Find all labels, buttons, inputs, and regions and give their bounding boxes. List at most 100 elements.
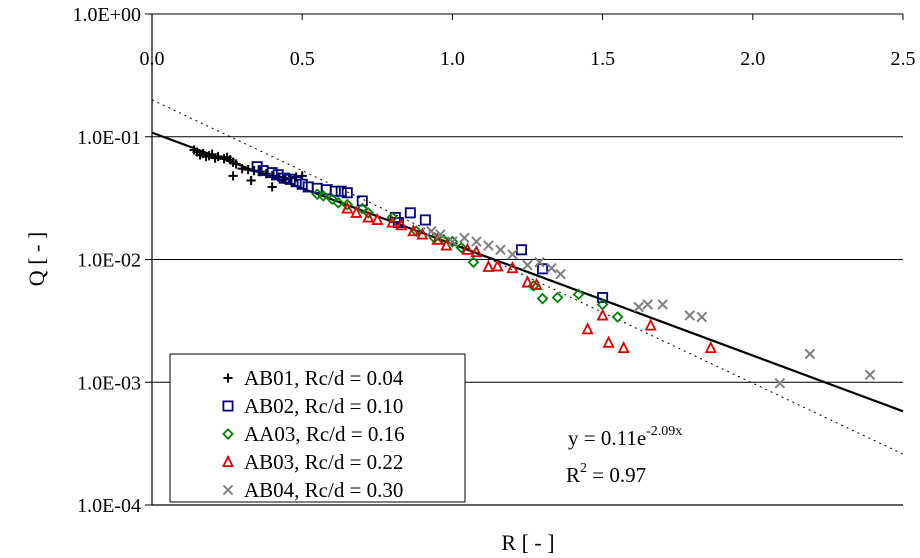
fit-equation: y = 0.11e-2.09x (568, 424, 682, 450)
data-point-series-1 (246, 175, 256, 186)
data-point-series-1 (228, 171, 238, 181)
data-point-series-4 (461, 242, 474, 255)
data-point-series-4 (521, 275, 534, 288)
data-point-series-2 (266, 167, 278, 179)
data-point-series-2 (272, 169, 284, 181)
data-point-series-2 (597, 292, 609, 304)
data-point-series-3 (446, 235, 459, 248)
data-point-series-1 (261, 169, 271, 179)
legend: AB01, Rc/d = 0.04 AB02, Rc/d = 0.10 AA03, … (169, 353, 466, 503)
data-point-series-4 (704, 340, 717, 354)
axes (145, 13, 904, 506)
data-point-series-3 (341, 198, 354, 211)
data-point-series-5 (555, 268, 566, 280)
x-tick-label: 2.5 (891, 48, 916, 70)
data-point-series-5 (642, 299, 653, 310)
data-point-series-2 (335, 185, 347, 197)
data-point-series-2 (341, 187, 353, 199)
data-point-series-2 (284, 173, 296, 185)
y-axis-title: Q [ - ] (24, 232, 49, 286)
data-point-series-2 (296, 178, 308, 190)
data-point-series-5 (864, 369, 876, 381)
legend-label-series-3: AA03, Rc/d = 0.16 (244, 422, 405, 446)
legend-marker-series-1 (223, 373, 233, 383)
data-point-series-3 (356, 202, 369, 215)
data-point-series-5 (435, 229, 446, 240)
data-point-series-2 (419, 214, 431, 226)
data-point-series-5 (657, 299, 668, 310)
data-point-series-3 (317, 189, 330, 202)
legend-label-series-1: AB01, Rc/d = 0.04 (244, 366, 404, 390)
data-point-series-5 (534, 256, 545, 268)
legend-marker-series-5 (222, 484, 234, 496)
data-point-series-4 (482, 259, 495, 272)
data-point-series-2 (320, 184, 332, 196)
data-point-series-2 (356, 195, 368, 207)
data-point-series-2 (404, 207, 416, 219)
data-point-series-3 (311, 188, 324, 201)
r-squared-label: R2 = 0.97 (566, 461, 646, 487)
y-tick-label: 1.0E-03 (77, 372, 141, 394)
fit-equation-exponent: -2.09x (646, 424, 682, 439)
data-point-series-3 (611, 311, 624, 323)
data-point-series-3 (467, 256, 480, 269)
data-point-series-4 (617, 340, 630, 354)
data-point-series-4 (395, 218, 408, 231)
data-point-series-4 (506, 261, 519, 274)
tick-labels: 1.0E+00 1.0E-01 1.0E-02 1.0E-03 1.0E-04 0.0 0.… (73, 4, 916, 517)
data-point-series-5 (546, 262, 557, 274)
y-tick-label: 1.0E+00 (73, 4, 142, 26)
data-point-series-1 (267, 171, 277, 181)
legend-label-series-4: AB03, Rc/d = 0.22 (244, 450, 403, 474)
x-axis-title: R [ - ] (501, 530, 554, 555)
data-point-series-5 (507, 249, 518, 260)
data-point-series-5 (483, 240, 494, 251)
data-point-series-4 (491, 259, 504, 272)
data-point-series-5 (426, 225, 437, 237)
x-tick-label: 2.0 (740, 48, 765, 70)
data-point-series-5 (522, 259, 533, 271)
data-point-series-3 (437, 233, 450, 246)
data-point-series-4 (602, 335, 615, 348)
data-point-series-4 (407, 224, 420, 237)
data-point-series-3 (386, 211, 399, 224)
data-point-series-5 (447, 236, 458, 247)
data-point-series-4 (371, 212, 384, 225)
grid-lines (152, 13, 903, 383)
legend-box (169, 353, 466, 503)
x-tick-label: 1.0 (440, 48, 465, 70)
data-point-series-2 (329, 185, 341, 197)
data-point-series-4 (431, 232, 444, 245)
data-point-series-1 (231, 159, 241, 169)
data-point-series-4 (581, 322, 594, 335)
legend-label-series-5: AB04, Rc/d = 0.30 (244, 478, 403, 502)
data-point-series-3 (551, 291, 564, 304)
data-point-series-2 (311, 182, 323, 194)
data-point-series-4 (644, 318, 657, 331)
y-tick-label: 1.0E-02 (77, 250, 141, 272)
r-squared-value: = 0.97 (587, 463, 646, 487)
data-point-series-5 (684, 310, 696, 321)
legend-entries: AB01, Rc/d = 0.04 AB02, Rc/d = 0.10 AA03, … (221, 366, 405, 502)
data-point-series-2 (278, 172, 290, 184)
data-point-series-1 (213, 151, 223, 162)
data-points (189, 145, 876, 389)
data-point-series-1 (267, 182, 277, 192)
data-point-series-3 (572, 288, 585, 301)
data-point-series-5 (774, 378, 786, 389)
r-squared-base: R (566, 463, 580, 487)
y-tick-label: 1.0E-04 (77, 495, 141, 517)
data-point-series-3 (362, 206, 375, 219)
data-point-series-3 (536, 292, 549, 305)
legend-marker-series-3 (222, 428, 234, 440)
x-tick-label: 0.0 (140, 48, 165, 70)
legend-label-series-2: AB02, Rc/d = 0.10 (244, 394, 403, 418)
y-tick-label: 1.0E-01 (77, 127, 141, 149)
x-tick-label: 1.5 (590, 48, 615, 70)
data-point-series-2 (515, 244, 527, 256)
data-point-series-3 (455, 241, 468, 254)
data-point-series-4 (350, 205, 363, 218)
data-point-series-5 (459, 232, 470, 244)
